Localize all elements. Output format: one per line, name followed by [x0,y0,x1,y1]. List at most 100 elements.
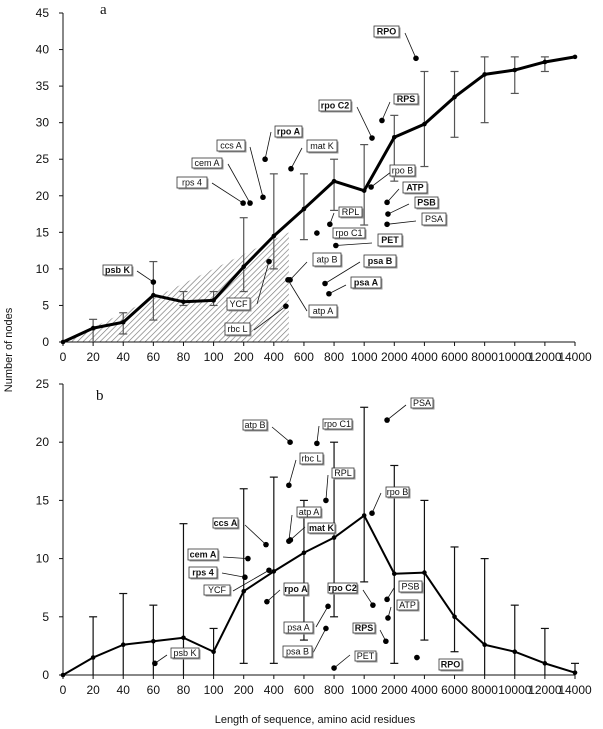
gene-point [264,598,270,605]
leader-line [370,171,392,188]
leader-line [325,474,329,501]
leader-line [288,514,293,542]
x-tick-label: 80 [177,350,191,364]
point-label: RPS [355,623,374,633]
label-box [296,506,322,518]
gene-point [287,537,294,543]
leader-line [315,606,329,628]
gene-point [325,603,331,610]
point-label: rpo A [284,584,308,594]
gene-point [314,440,320,447]
gene-point [240,200,246,206]
series-point [181,299,186,305]
point-label: YCF [208,585,227,595]
label-box [308,304,338,318]
gene-point [150,279,157,285]
shaded-region [63,232,289,342]
gene-point [245,555,251,562]
point-label: rbc L [301,454,321,464]
leader-line [371,492,382,514]
point-label: atp B [244,420,265,430]
point-label: RPL [342,207,360,217]
gene-point [266,567,272,574]
label-box [203,584,231,596]
series-point [391,134,397,140]
series-point [512,649,518,655]
leader-line [404,32,417,59]
point-label: PET [381,235,399,245]
gene-point [333,242,339,249]
point-label: mat K [310,141,334,151]
point-label: atp A [299,507,320,517]
label-box [176,176,208,189]
label-box [398,580,423,593]
label-box [187,548,219,561]
x-tick-label: 6000 [441,683,468,697]
point-label: rpo B [392,166,414,176]
leader-line [256,261,270,305]
gene-point [260,194,266,201]
label-box [212,517,239,529]
x-tick-label: 400 [264,683,284,697]
y-tick-label: 15 [36,225,50,239]
series-point [542,661,548,666]
label-box [282,645,313,658]
gene-point [323,497,329,504]
y-tick-label: 5 [42,610,49,624]
series-point [482,72,487,77]
x-tick-label: 800 [324,683,344,697]
label-box [338,206,363,218]
point-label: rpo C1 [324,419,351,429]
gene-point [368,184,374,190]
label-box [216,139,246,152]
x-tick-label: 60 [147,350,161,364]
leader-line [222,556,248,559]
gene-point [384,199,390,206]
label-box [170,647,200,659]
label-box [396,599,419,611]
series-point [90,325,96,331]
label-box [191,157,223,169]
x-tick-label: 10000 [498,683,532,697]
point-label: ccs A [214,518,238,528]
point-label: rpo A [277,127,301,137]
leader-line [271,426,291,443]
point-label: psb K [173,648,196,658]
leader-line [316,425,320,444]
series-point [572,670,578,675]
point-label: ATP [399,600,416,610]
x-tick-label: 200 [234,683,254,697]
series-point [181,635,186,641]
series-point [60,339,66,345]
y-tick-label: 10 [36,262,50,276]
point-label: rpo C2 [321,101,350,111]
series-point [151,638,156,644]
leader-line [227,163,251,204]
label-box [306,139,338,153]
x-tick-label: 20 [86,683,100,697]
label-box [350,276,382,289]
point-label: atp A [313,306,334,316]
series-point [120,642,126,648]
gene-point [370,602,376,608]
y-tick-label: 15 [36,493,50,507]
leader-line [312,628,327,654]
gene-point [383,638,389,645]
label-box [312,252,342,267]
point-label: psa B [368,256,393,266]
y-axis-title: Number of nodes [3,307,15,392]
label-box [331,467,355,479]
point-label: rpo B [387,487,409,497]
x-tick-label: 80 [177,683,191,697]
y-tick-label: 30 [36,116,50,130]
label-box [414,196,439,209]
leader-line [290,526,306,541]
x-tick-label: 8000 [471,683,498,697]
x-tick-label: 14000 [558,350,592,364]
leader-line [287,279,308,312]
series-point [211,649,216,655]
series-point [452,94,457,100]
y-tick-label: 0 [42,668,49,682]
leader-line [290,147,303,169]
leader-line [333,654,351,669]
